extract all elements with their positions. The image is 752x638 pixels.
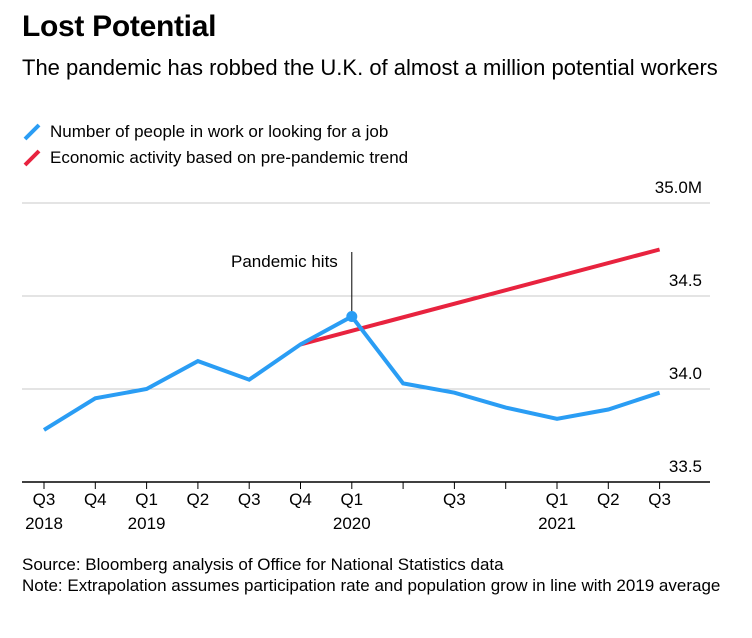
x-tick-label: Q1 xyxy=(135,490,158,509)
legend-item-trend: Economic activity based on pre-pandemic … xyxy=(22,148,408,168)
y-tick-label: 33.5 xyxy=(669,457,702,476)
x-tick-year-label: 2021 xyxy=(538,514,576,533)
x-tick-label: Q2 xyxy=(597,490,620,509)
x-tick-label: Q4 xyxy=(289,490,312,509)
x-tick-label: Q3 xyxy=(443,490,466,509)
series-line-trend xyxy=(299,247,661,347)
x-tick-label: Q3 xyxy=(648,490,671,509)
chart-subtitle: The pandemic has robbed the U.K. of almo… xyxy=(22,55,718,80)
source-note: Source: Bloomberg analysis of Office for… xyxy=(22,555,504,574)
y-tick-label: 35.0M xyxy=(655,178,702,197)
annotation-label: Pandemic hits xyxy=(231,252,338,271)
annotation-point xyxy=(346,310,358,322)
legend-line-icon-blue xyxy=(23,123,41,141)
x-tick-label: Q3 xyxy=(238,490,261,509)
x-tick-year-label: 2019 xyxy=(128,514,166,533)
series-line-participation xyxy=(42,313,661,432)
legend-label-participation: Number of people in work or looking for … xyxy=(50,122,389,141)
y-tick-label: 34.0 xyxy=(669,364,702,383)
x-tick-label: Q1 xyxy=(340,490,363,509)
methodology-note: Note: Extrapolation assumes participatio… xyxy=(22,576,721,595)
y-tick-label: 34.5 xyxy=(669,271,702,290)
legend-label-trend: Economic activity based on pre-pandemic … xyxy=(50,148,409,167)
x-tick-label: Q4 xyxy=(84,490,107,509)
x-tick-label: Q2 xyxy=(187,490,210,509)
x-tick-year-label: 2018 xyxy=(25,514,63,533)
chart-title: Lost Potential xyxy=(22,10,217,43)
legend-line-icon-red xyxy=(23,149,41,167)
legend-item-participation: Number of people in work or looking for … xyxy=(22,122,388,142)
x-tick-label: Q1 xyxy=(546,490,569,509)
x-tick-label: Q3 xyxy=(33,490,56,509)
x-tick-year-label: 2020 xyxy=(333,514,371,533)
